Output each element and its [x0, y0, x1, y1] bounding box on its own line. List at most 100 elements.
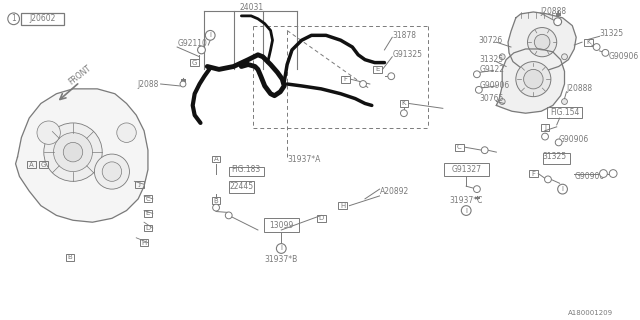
Text: I: I: [465, 208, 467, 213]
Circle shape: [116, 123, 136, 142]
Circle shape: [602, 50, 609, 56]
Text: 24031: 24031: [239, 3, 263, 12]
Bar: [143, 196, 152, 202]
Text: F: F: [531, 171, 535, 177]
Circle shape: [8, 13, 19, 25]
Text: K: K: [587, 39, 591, 45]
Circle shape: [534, 34, 550, 50]
Bar: [264, 218, 299, 232]
Text: J: J: [138, 181, 140, 187]
Bar: [341, 76, 350, 83]
Text: 30765: 30765: [480, 94, 504, 103]
Text: G90906: G90906: [480, 82, 510, 91]
Circle shape: [561, 99, 568, 104]
Bar: [547, 108, 582, 118]
Polygon shape: [508, 12, 576, 71]
Text: 31878: 31878: [392, 31, 416, 40]
Text: C: C: [457, 144, 462, 150]
Text: E: E: [146, 211, 150, 216]
Circle shape: [527, 28, 557, 57]
Bar: [135, 181, 143, 188]
Bar: [541, 124, 549, 131]
Bar: [455, 144, 464, 151]
Circle shape: [54, 133, 92, 172]
Circle shape: [481, 147, 488, 154]
Bar: [373, 66, 382, 73]
Text: 31325: 31325: [480, 55, 504, 64]
Text: H: H: [141, 240, 147, 246]
Text: B: B: [68, 254, 72, 260]
Circle shape: [401, 110, 407, 116]
Circle shape: [600, 170, 607, 177]
Circle shape: [180, 81, 186, 87]
Text: G92110: G92110: [177, 39, 207, 48]
Text: 13099: 13099: [269, 220, 293, 230]
Text: G90906: G90906: [608, 52, 639, 61]
Bar: [212, 156, 220, 162]
Circle shape: [360, 81, 367, 87]
Bar: [338, 202, 347, 209]
Text: J20602: J20602: [29, 14, 56, 23]
Circle shape: [388, 73, 395, 80]
Circle shape: [102, 162, 122, 181]
Bar: [228, 167, 264, 176]
Polygon shape: [497, 49, 564, 113]
Circle shape: [63, 142, 83, 162]
Text: 31325: 31325: [600, 29, 623, 38]
Text: E: E: [376, 67, 380, 72]
Text: FIG.183: FIG.183: [232, 165, 261, 174]
Text: G9122: G9122: [480, 65, 505, 74]
Circle shape: [225, 212, 232, 219]
Text: FRONT: FRONT: [67, 64, 93, 87]
Polygon shape: [15, 89, 148, 222]
Circle shape: [212, 204, 220, 211]
Bar: [143, 210, 152, 217]
Circle shape: [37, 121, 60, 144]
Text: A: A: [214, 156, 218, 162]
Text: J: J: [544, 125, 546, 131]
Circle shape: [516, 62, 551, 97]
Text: G: G: [192, 60, 197, 66]
Text: G91327: G91327: [451, 165, 481, 174]
Text: I: I: [209, 32, 211, 38]
Text: 30726: 30726: [479, 36, 503, 45]
Text: 22445: 22445: [229, 182, 253, 191]
Circle shape: [593, 44, 600, 51]
Circle shape: [557, 184, 568, 194]
Text: I: I: [561, 186, 564, 192]
Bar: [212, 197, 220, 204]
Bar: [228, 181, 254, 193]
Bar: [444, 163, 488, 176]
Text: A: A: [29, 162, 33, 168]
Text: K: K: [402, 100, 406, 107]
Bar: [543, 153, 570, 164]
Bar: [66, 254, 74, 261]
Text: 31937*C: 31937*C: [449, 196, 483, 205]
Text: H: H: [340, 203, 345, 209]
Text: D: D: [145, 225, 150, 231]
Circle shape: [545, 176, 552, 183]
Text: A180001209: A180001209: [568, 310, 613, 316]
Circle shape: [198, 46, 205, 54]
Bar: [40, 161, 48, 168]
Text: G91325: G91325: [392, 50, 422, 59]
Circle shape: [556, 139, 562, 146]
Text: FIG.154: FIG.154: [550, 108, 579, 117]
Circle shape: [205, 30, 215, 40]
Circle shape: [95, 154, 129, 189]
Text: G: G: [41, 162, 47, 168]
Text: G90906: G90906: [574, 172, 605, 181]
Text: 31937*B: 31937*B: [265, 255, 298, 264]
Text: D: D: [319, 215, 324, 221]
Bar: [27, 161, 36, 168]
Circle shape: [561, 54, 568, 60]
Text: J2088: J2088: [137, 79, 159, 89]
Circle shape: [499, 99, 505, 104]
Bar: [143, 225, 152, 231]
Text: A20892: A20892: [380, 187, 409, 196]
Text: J20888: J20888: [566, 84, 593, 93]
Text: 1: 1: [12, 14, 16, 23]
Circle shape: [476, 86, 483, 93]
Text: 31325: 31325: [543, 153, 567, 162]
Bar: [584, 39, 593, 45]
